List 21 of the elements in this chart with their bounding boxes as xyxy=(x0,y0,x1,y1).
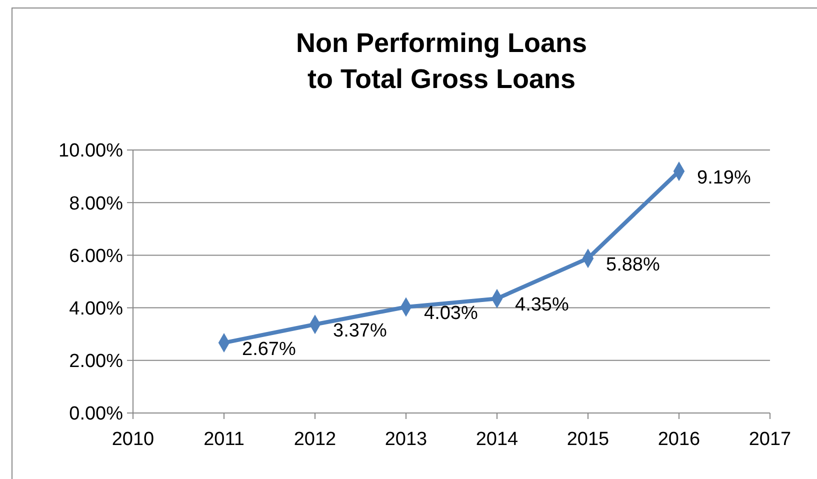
data-label: 4.03% xyxy=(424,303,478,324)
x-tick-label: 2011 xyxy=(204,429,244,450)
y-tick-label: 2.00% xyxy=(69,351,124,372)
x-tick-label: 2014 xyxy=(476,429,519,450)
x-tick-label: 2012 xyxy=(294,429,336,450)
data-label: 2.67% xyxy=(242,338,296,360)
x-tick-label: 2013 xyxy=(384,429,428,450)
y-tick-label: 4.00% xyxy=(69,298,124,320)
x-tick-label: 2010 xyxy=(112,429,154,450)
data-label: 4.35% xyxy=(515,294,569,316)
data-label: 5.88% xyxy=(606,254,660,276)
y-tick-label: 0.00% xyxy=(69,404,124,425)
x-tick-label: 2017 xyxy=(748,429,792,450)
y-tick-label: 8.00% xyxy=(69,193,124,214)
x-tick-label: 2015 xyxy=(566,429,610,450)
y-tick-label: 6.00% xyxy=(69,246,124,267)
data-label: 9.19% xyxy=(697,167,751,188)
data-label: 3.37% xyxy=(333,320,387,342)
y-tick-label: 10.00% xyxy=(58,140,124,162)
x-tick-label: 2016 xyxy=(658,429,700,450)
chart-title: Non Performing Loans to Total Gross Loans xyxy=(296,28,588,94)
